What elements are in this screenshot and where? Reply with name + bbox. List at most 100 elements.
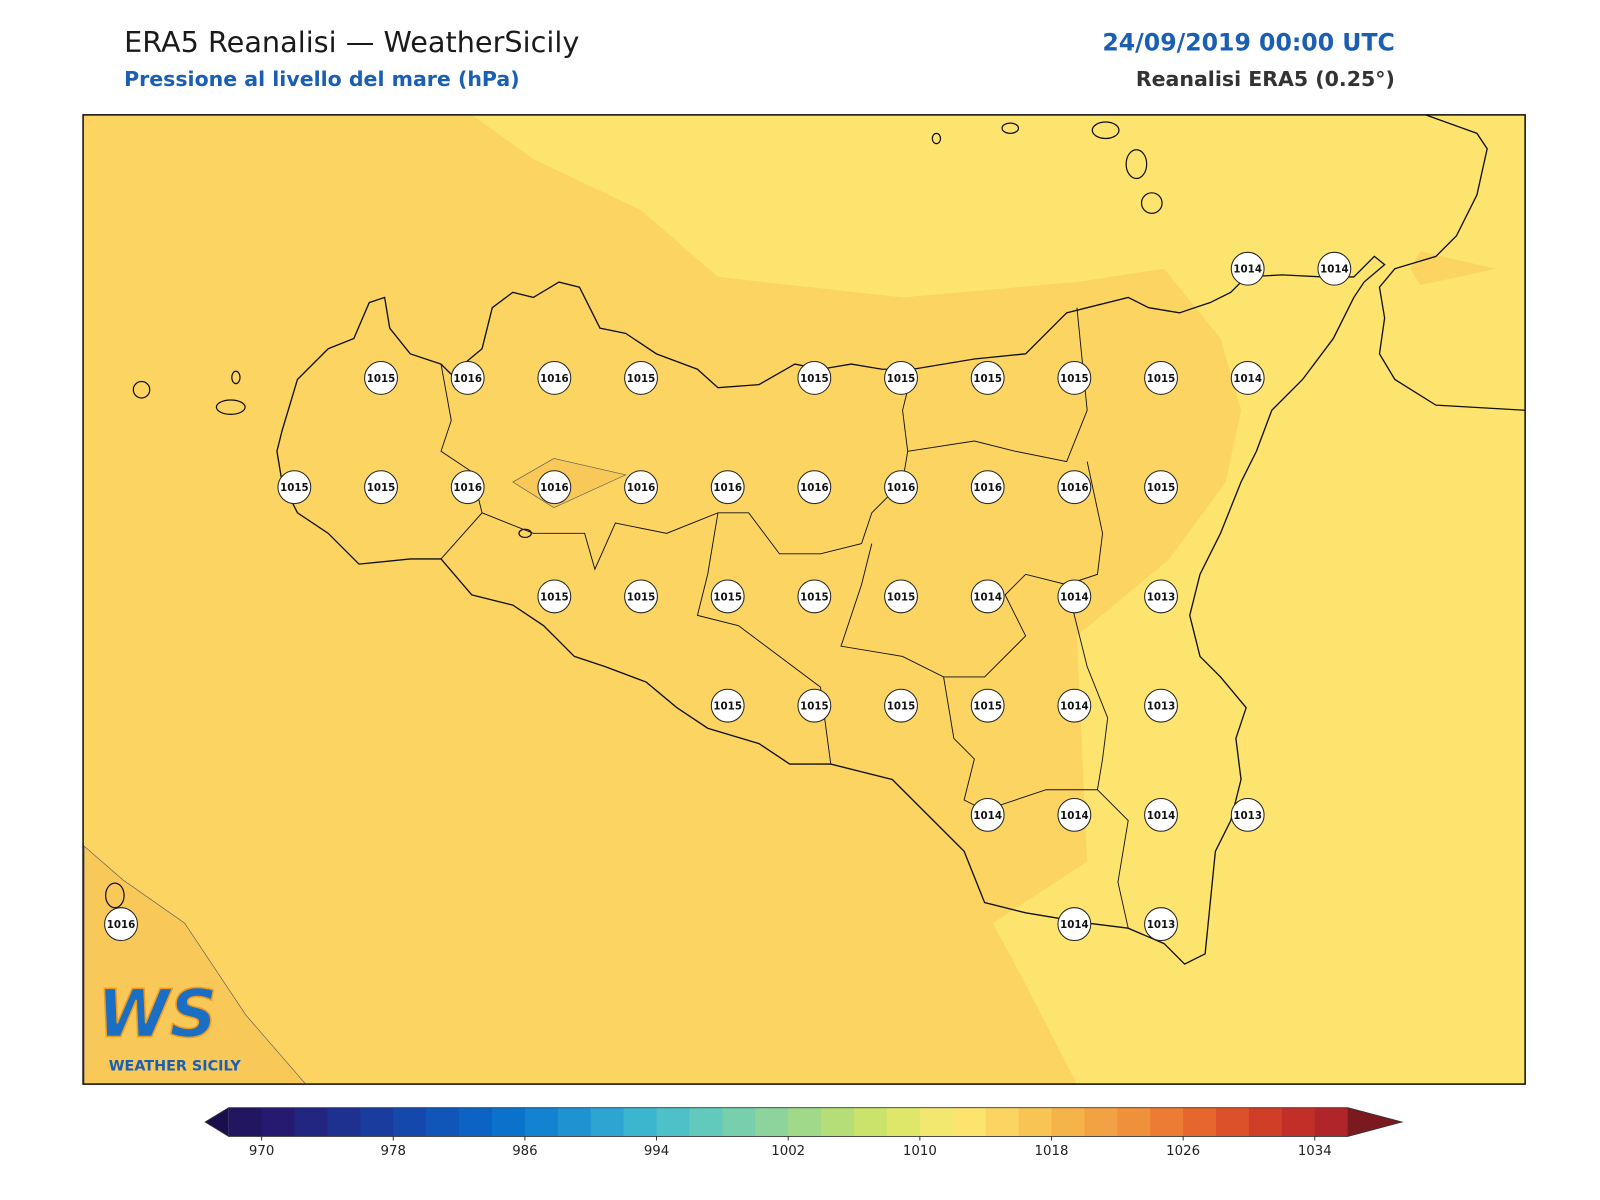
colorbar-segment: [1150, 1107, 1184, 1137]
date: 24/09/2019 00:00 UTC: [1102, 29, 1394, 57]
colorbar-segment: [1216, 1107, 1250, 1137]
station-value: 1015: [1147, 373, 1176, 385]
field-1014: [471, 114, 1526, 1085]
station-marker: [624, 579, 658, 614]
station-value: 1014: [1060, 810, 1089, 822]
station-value: 1015: [887, 591, 916, 603]
station-value: 1016: [627, 482, 656, 494]
colorbar-outline: [204, 1107, 1404, 1137]
colorbar-segment: [919, 1107, 954, 1137]
station-marker: [1317, 251, 1352, 286]
colorbar-segment: [656, 1107, 690, 1137]
colorbar-tick-label: 986: [512, 1144, 537, 1159]
colorbar-segment: [821, 1107, 855, 1137]
station-marker: [624, 470, 658, 505]
station-marker: [364, 361, 398, 395]
station-marker: [797, 361, 832, 395]
station-marker: [450, 361, 485, 395]
station-value: 1015: [367, 373, 396, 385]
colorbar-segment: [1117, 1107, 1151, 1137]
station-value: 1015: [800, 701, 829, 713]
source: Reanalisi ERA5 (0.25°): [1136, 67, 1395, 91]
station-value: 1014: [1147, 810, 1176, 822]
station-marker: [797, 688, 832, 723]
colorbar-segment: [985, 1107, 1020, 1137]
islands: [105, 121, 1163, 909]
station-marker: [797, 579, 832, 614]
station-marker: [537, 470, 572, 505]
station-marker: [104, 907, 138, 942]
colorbar-segment: [393, 1107, 427, 1137]
station-marker: [277, 470, 312, 505]
colorbar-segment: [261, 1107, 296, 1137]
station-value: 1015: [627, 373, 656, 385]
station-value: 1013: [1147, 591, 1176, 603]
colorbar-over: [1347, 1107, 1403, 1137]
station-marker: [970, 688, 1005, 723]
colorbar-tick-label: 994: [644, 1144, 669, 1159]
colorbar-segment: [524, 1107, 559, 1137]
colorbar-tick-label: 1010: [903, 1144, 937, 1159]
colorbar-segment: [1281, 1107, 1316, 1137]
station-value: 1014: [1060, 919, 1089, 931]
station-marker: [970, 579, 1005, 614]
station-marker: [710, 470, 745, 505]
station-marker: [450, 470, 485, 505]
station-marker: [1057, 797, 1092, 832]
station-marker: [970, 470, 1005, 505]
station-value: 1016: [540, 373, 569, 385]
station-value: 1016: [540, 482, 569, 494]
station-value: 1014: [1320, 264, 1349, 276]
station-value: 1015: [367, 482, 396, 494]
station-marker: [970, 797, 1005, 832]
colorbar-segment: [590, 1107, 625, 1137]
station-value: 1014: [973, 810, 1002, 822]
station-marker: [884, 361, 918, 395]
logo: WS WEATHER SICILY: [97, 976, 242, 1075]
station-value: 1015: [713, 701, 742, 713]
colorbar-segment: [360, 1107, 394, 1137]
field-1016: [83, 845, 307, 1085]
station-marker: [710, 579, 745, 614]
colorbar-tick-label: 970: [249, 1144, 274, 1159]
station-value: 1015: [887, 701, 916, 713]
station-value: 1014: [973, 591, 1002, 603]
colorbar: 970 978 986 994 1002 1010 1018 1026 1034: [204, 1107, 1404, 1159]
coastline-calabria: [1378, 114, 1526, 411]
station-value: 1016: [973, 482, 1002, 494]
station-marker: [624, 361, 658, 395]
field-1015: [1410, 251, 1496, 286]
station-value: 1015: [1147, 482, 1176, 494]
station-marker: [884, 688, 918, 723]
station-marker: [537, 361, 572, 395]
colorbar-segment: [623, 1107, 658, 1137]
colorbar-segment: [689, 1107, 723, 1137]
station-value: 1014: [1060, 591, 1089, 603]
station-marker: [1057, 688, 1092, 723]
map-area: 1014 1014 1015 1016 1016 1015 1015 1015 1015 1015…: [82, 114, 1526, 1085]
station-value: 1015: [973, 701, 1002, 713]
station-marker: [884, 470, 918, 505]
station-value: 1016: [713, 482, 742, 494]
colorbar-segment: [1248, 1107, 1283, 1137]
map-frame: [82, 114, 1526, 1085]
station-value: 1013: [1147, 701, 1176, 713]
station-value: 1015: [713, 591, 742, 603]
station-marker: [1144, 470, 1178, 505]
station-marker: [1230, 251, 1265, 286]
station-value: 1014: [1233, 264, 1262, 276]
station-marker: [364, 470, 398, 505]
colorbar-segment: [886, 1107, 921, 1137]
subtitle: Pressione al livello del mare (hPa): [124, 67, 520, 91]
station-marker: [884, 579, 918, 614]
station-value: 1013: [1233, 810, 1262, 822]
logo-name: WEATHER SICILY: [109, 1059, 242, 1075]
colorbar-segment: [228, 1107, 263, 1137]
station-marker: [1057, 470, 1092, 505]
station-marker: [1144, 579, 1178, 614]
station-marker: [1057, 907, 1092, 942]
colorbar-segment: [1084, 1107, 1118, 1137]
station-value: 1015: [627, 591, 656, 603]
colorbar-tick-label: 1026: [1166, 1144, 1200, 1159]
